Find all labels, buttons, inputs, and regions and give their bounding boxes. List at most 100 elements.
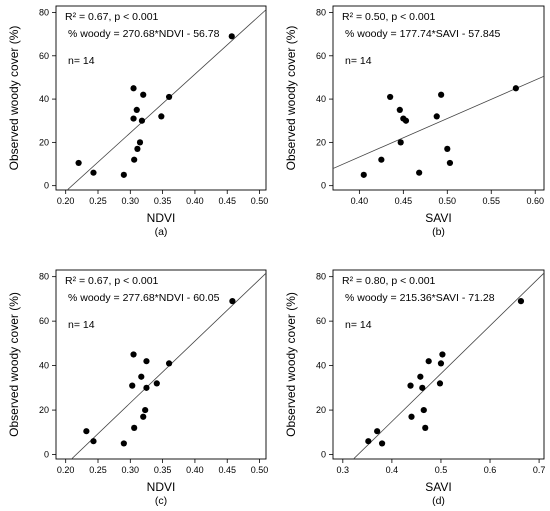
data-point: [140, 413, 147, 420]
data-point: [229, 298, 236, 305]
y-tick-label: 80: [316, 7, 326, 17]
data-point: [420, 406, 427, 414]
y-tick-label: 20: [39, 405, 49, 415]
y-tick-label: 20: [316, 405, 326, 415]
data-point: [437, 360, 445, 367]
x-tick-label: 0.4: [386, 465, 399, 475]
y-tick-label: 40: [39, 94, 49, 104]
y-axis-title: Observed woody cover (%): [284, 26, 298, 171]
data-point: [444, 145, 451, 152]
x-tick-label: 0.30: [122, 465, 140, 475]
x-tick-label: 0.5: [435, 465, 448, 475]
data-point: [407, 382, 414, 389]
x-tick-label: 0.6: [484, 465, 497, 475]
data-point: [438, 91, 445, 98]
panel-label: (b): [432, 226, 445, 238]
y-axis-title: Observed woody cover (%): [7, 292, 21, 437]
y-tick-label: 40: [39, 361, 49, 371]
y-tick-label: 80: [316, 272, 326, 282]
data-point: [142, 406, 149, 414]
x-tick-label: 0.45: [395, 196, 413, 206]
x-tick-label: 0.25: [89, 196, 107, 206]
n-annotation: n= 14: [68, 319, 95, 331]
data-point: [138, 117, 146, 124]
x-axis-title: SAVI: [425, 211, 451, 225]
stats-annotation: R² = 0.80, p < 0.001: [342, 275, 436, 287]
x-tick-label: 0.50: [251, 196, 269, 206]
data-point: [422, 424, 429, 431]
x-tick-label: 0.25: [89, 465, 107, 475]
panel-b: 0.40 0.45 0.50 0.55 0.60 0 20 40 60 80 SAVI(b) Obse…: [284, 5, 545, 238]
stats-annotation: R² = 0.50, p < 0.001: [342, 11, 436, 23]
data-point: [387, 93, 394, 101]
data-point: [436, 380, 444, 387]
panel-a: 0.20 0.25 0.30 0.35 0.40 0.45 0.50 0 20 40 60 80 NDV…: [7, 5, 269, 238]
y-tick-label: 20: [39, 137, 49, 147]
data-point: [416, 169, 423, 176]
data-point: [143, 358, 150, 365]
data-point: [120, 440, 127, 447]
equation-annotation: % woody = 177.74*SAVI - 57.845: [345, 28, 501, 40]
data-point: [143, 384, 150, 391]
y-axis-title: Observed woody cover (%): [7, 26, 21, 171]
x-tick-label: 0.50: [439, 196, 457, 206]
equation-annotation: % woody = 270.68*NDVI - 56.78: [68, 28, 220, 40]
x-axis-title: NDVI: [147, 480, 176, 494]
data-point: [396, 106, 403, 114]
n-annotation: n= 14: [68, 55, 95, 67]
x-tick-label: 0.55: [482, 196, 500, 206]
x-tick-label: 0.35: [154, 196, 172, 206]
data-point: [131, 156, 138, 163]
x-tick-label: 0.30: [122, 196, 140, 206]
y-tick-label: 60: [316, 51, 326, 61]
x-tick-label: 0.50: [251, 465, 269, 475]
data-point: [130, 85, 137, 92]
data-point: [130, 351, 137, 358]
y-tick-label: 80: [39, 272, 49, 282]
y-tick-label: 60: [39, 51, 49, 61]
data-point: [134, 145, 141, 152]
data-point: [83, 428, 90, 435]
y-tick-label: 0: [44, 450, 49, 460]
y-tick-label: 60: [39, 316, 49, 326]
data-point: [75, 159, 82, 167]
x-axis-title: NDVI: [147, 211, 176, 225]
data-point: [153, 380, 160, 387]
panel-label: (a): [155, 226, 168, 238]
data-point: [517, 298, 525, 305]
stats-annotation: R² = 0.67, p < 0.001: [65, 275, 159, 287]
panel-d: 0.3 0.4 0.5 0.6 0.7 0 20 40 60 80 SAVI(d) Observed …: [284, 269, 545, 507]
x-tick-label: 0.40: [186, 196, 204, 206]
data-point: [158, 113, 165, 120]
x-tick-label: 0.60: [526, 196, 544, 206]
plot-frame: [55, 269, 267, 460]
data-point: [129, 382, 136, 389]
data-point: [131, 424, 138, 431]
y-tick-label: 0: [321, 450, 326, 460]
equation-annotation: % woody = 215.36*SAVI - 71.28: [345, 292, 495, 304]
stats-annotation: R² = 0.67, p < 0.001: [65, 11, 159, 23]
panel-label: (c): [155, 495, 167, 507]
data-point: [138, 373, 145, 380]
panel-label: (d): [432, 495, 445, 507]
x-tick-label: 0.35: [154, 465, 172, 475]
data-point: [408, 413, 415, 420]
regression-line: [66, 9, 266, 190]
y-tick-label: 40: [316, 361, 326, 371]
data-point: [512, 85, 519, 92]
y-tick-label: 40: [316, 94, 326, 104]
y-tick-label: 0: [44, 181, 49, 191]
data-point: [402, 117, 410, 124]
data-point: [446, 159, 454, 167]
data-point: [90, 438, 97, 445]
data-point: [130, 115, 137, 122]
n-annotation: n= 14: [345, 55, 372, 67]
regression-line: [352, 272, 544, 459]
x-tick-label: 0.40: [186, 465, 204, 475]
plot-frame: [55, 5, 267, 191]
x-axis-title: SAVI: [425, 480, 451, 494]
regression-line: [333, 75, 544, 169]
n-annotation: n= 14: [345, 319, 372, 331]
data-point: [397, 139, 404, 146]
